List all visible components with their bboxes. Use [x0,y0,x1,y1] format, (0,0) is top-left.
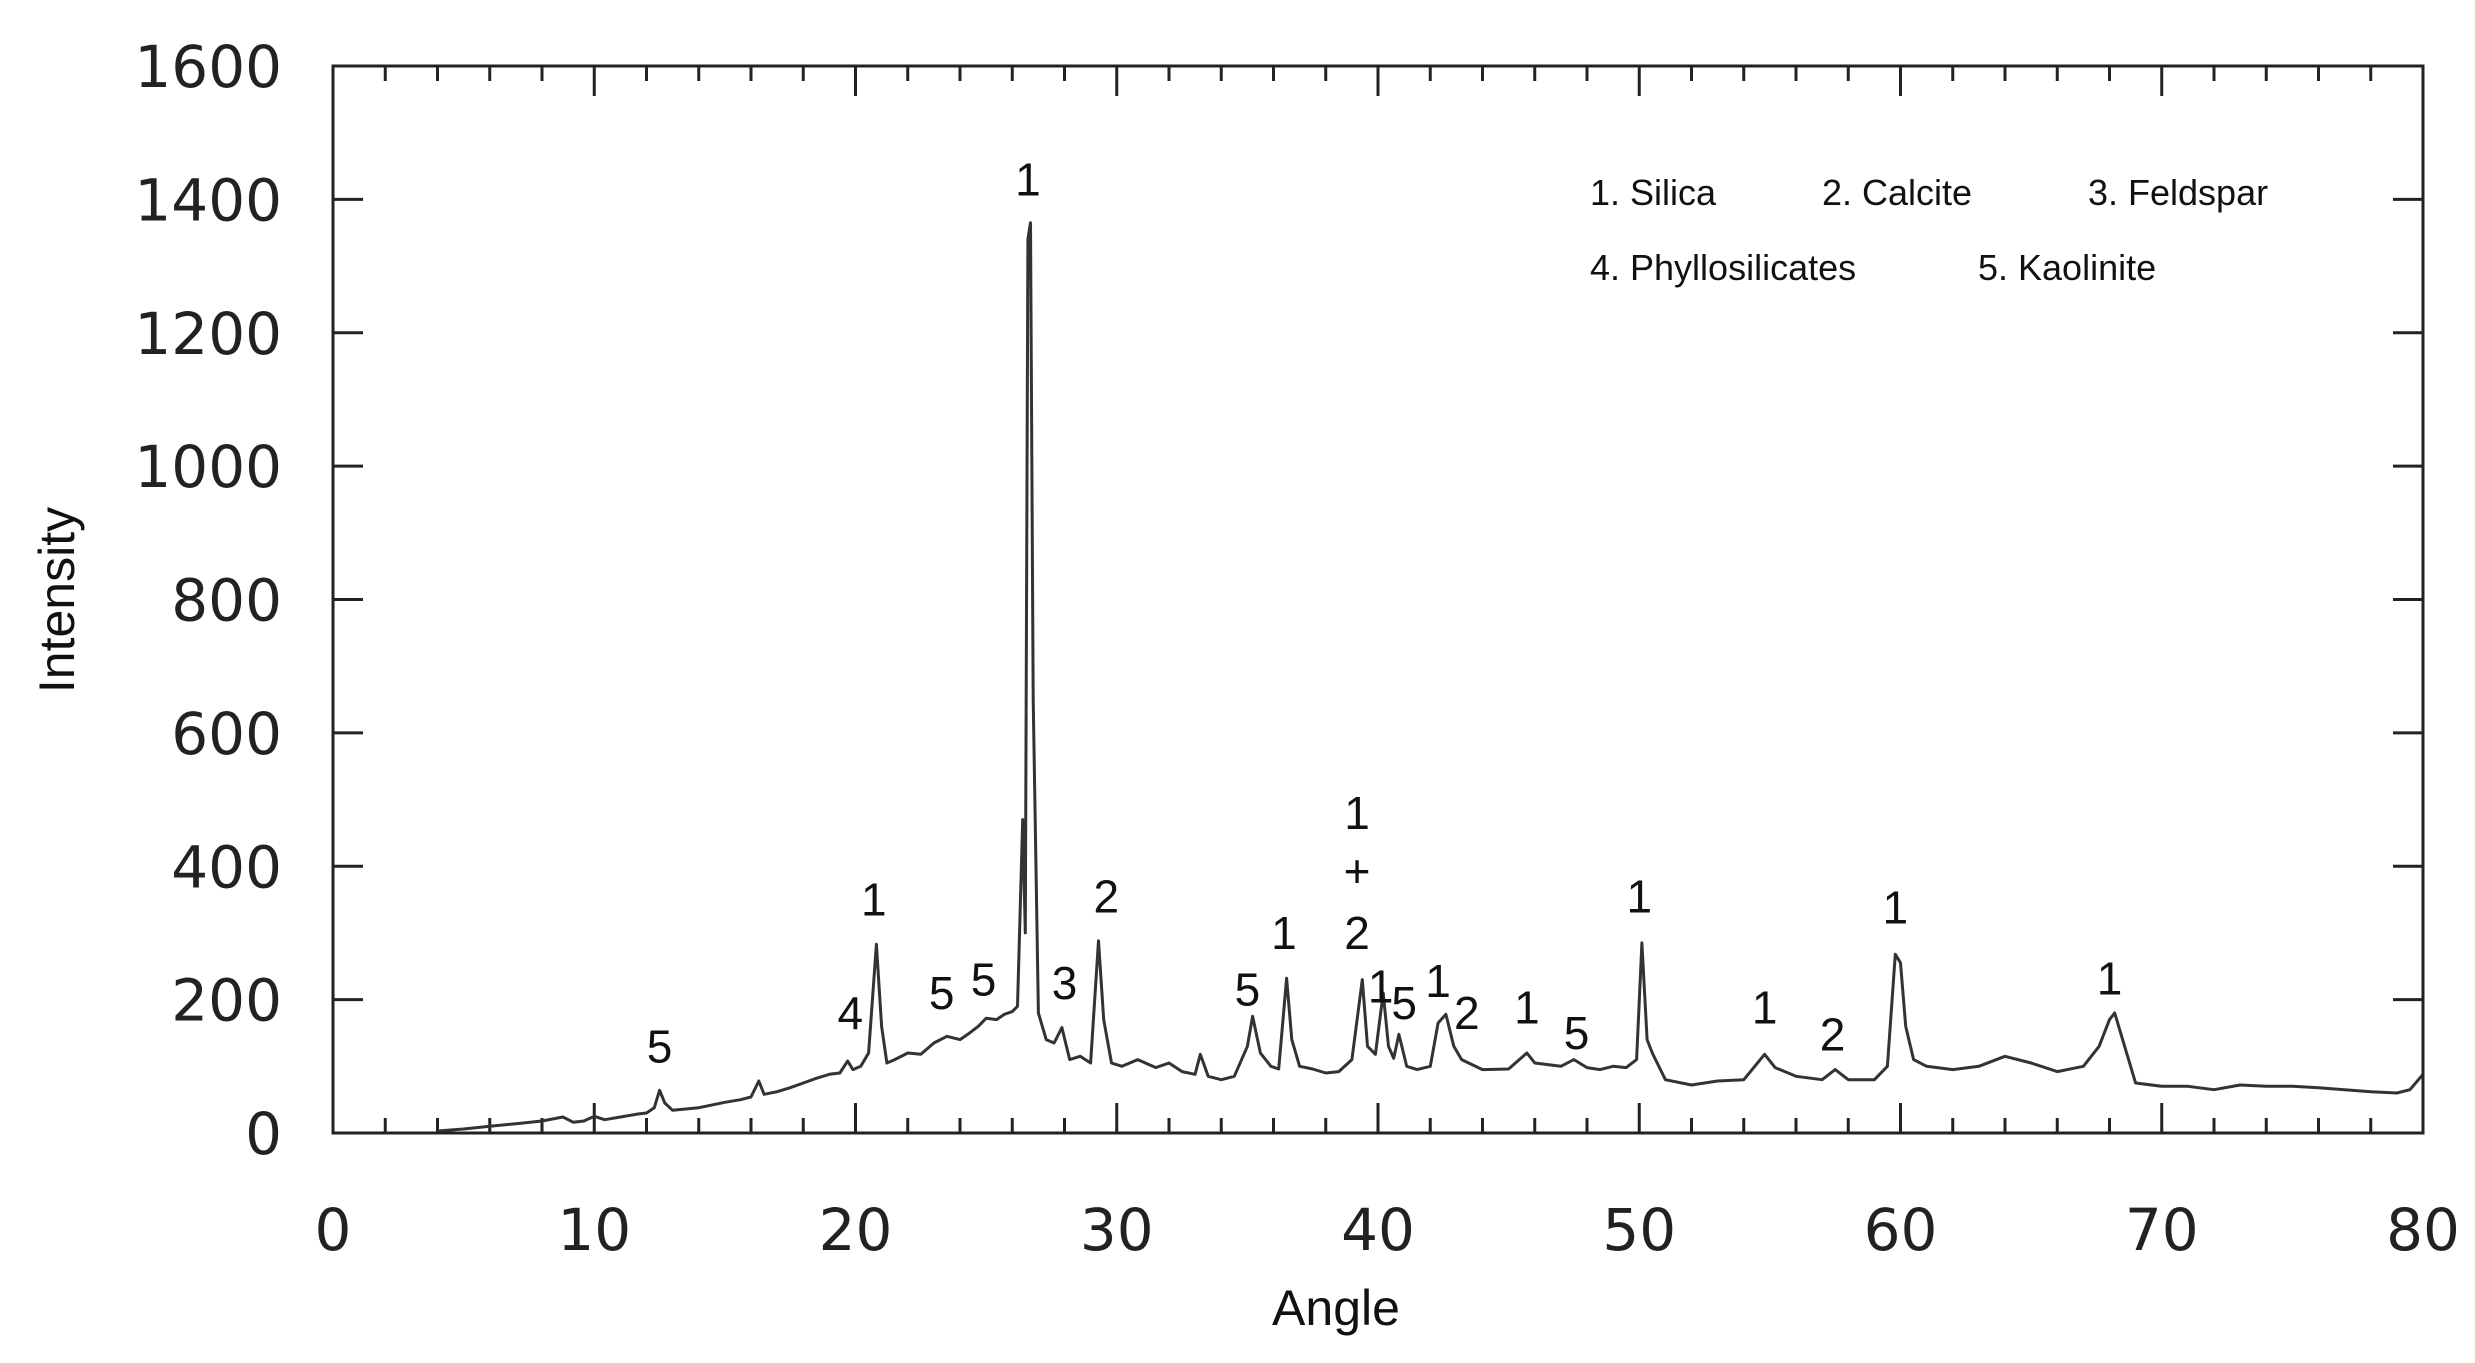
peak-label: 1 [1271,907,1297,959]
y-tick-label: 400 [171,833,282,901]
peak-label: 1 [1882,882,1908,934]
series-line [437,221,2425,1133]
legend: 1. Silica 2. Calcite 3. Feldspar 4. Phyl… [1590,172,2268,288]
y-tick-label: 0 [245,1100,282,1168]
peak-label: + [1344,845,1371,897]
x-tick-label: 20 [819,1196,893,1264]
y-tick-label: 800 [171,567,282,635]
plot-frame [331,64,2425,1135]
peak-label: 1 [1626,870,1652,922]
peak-label: 2 [1344,907,1370,959]
peak-label: 1 [861,874,887,926]
y-tick-label: 1000 [134,433,282,501]
x-tick-label: 60 [1864,1196,1938,1264]
x-tick-labels: 0 10 20 30 40 50 60 70 80 [315,1196,2460,1264]
peak-label: 2 [1454,987,1480,1039]
y-tick-label: 1600 [134,33,282,101]
peak-label: 5 [971,954,997,1006]
legend-entry-phyllosilicates: 4. Phyllosilicates [1590,247,1856,288]
peak-label: 1 [1514,982,1540,1034]
legend-entry-kaolinite: 5. Kaolinite [1978,247,2156,288]
y-tick-label: 600 [171,700,282,768]
peak-label: 5 [1391,977,1417,1029]
x-tick-label: 0 [315,1196,352,1264]
x-tick-label: 40 [1341,1196,1415,1264]
peak-label: 1 [2097,952,2123,1004]
x-tick-label: 30 [1080,1196,1154,1264]
x-tick-label: 10 [557,1196,631,1264]
x-tick-label: 50 [1602,1196,1676,1264]
peak-label: 5 [1564,1007,1590,1059]
peak-label: 1 [1752,982,1778,1034]
y-tick-label: 1200 [134,300,282,368]
y-tick-label: 200 [171,967,282,1035]
peak-label: 4 [837,987,863,1039]
legend-entry-feldspar: 3. Feldspar [2088,172,2268,213]
peak-label: 3 [1052,957,1078,1009]
peak-label: 5 [929,967,955,1019]
peak-label: 1 [1368,960,1394,1012]
y-tick-label: 1400 [134,166,282,234]
y-axis-title: Intensity [29,507,85,693]
peak-label: 5 [647,1020,673,1072]
x-axis-title: Angle [1272,1280,1400,1336]
peak-label: 1 [1344,787,1370,839]
y-tick-labels: 0 200 400 600 800 1000 1200 1400 1600 [134,33,282,1168]
peak-label: 5 [1235,964,1261,1016]
peak-label: 2 [1094,870,1120,922]
legend-entry-calcite: 2. Calcite [1822,172,1972,213]
peak-label: 1 [1425,955,1451,1007]
peak-label: 1 [1015,153,1041,205]
x-tick-label: 80 [2386,1196,2460,1264]
peak-label: 2 [1820,1008,1846,1060]
x-tick-label: 70 [2125,1196,2199,1264]
legend-entry-silica: 1. Silica [1590,172,1717,213]
